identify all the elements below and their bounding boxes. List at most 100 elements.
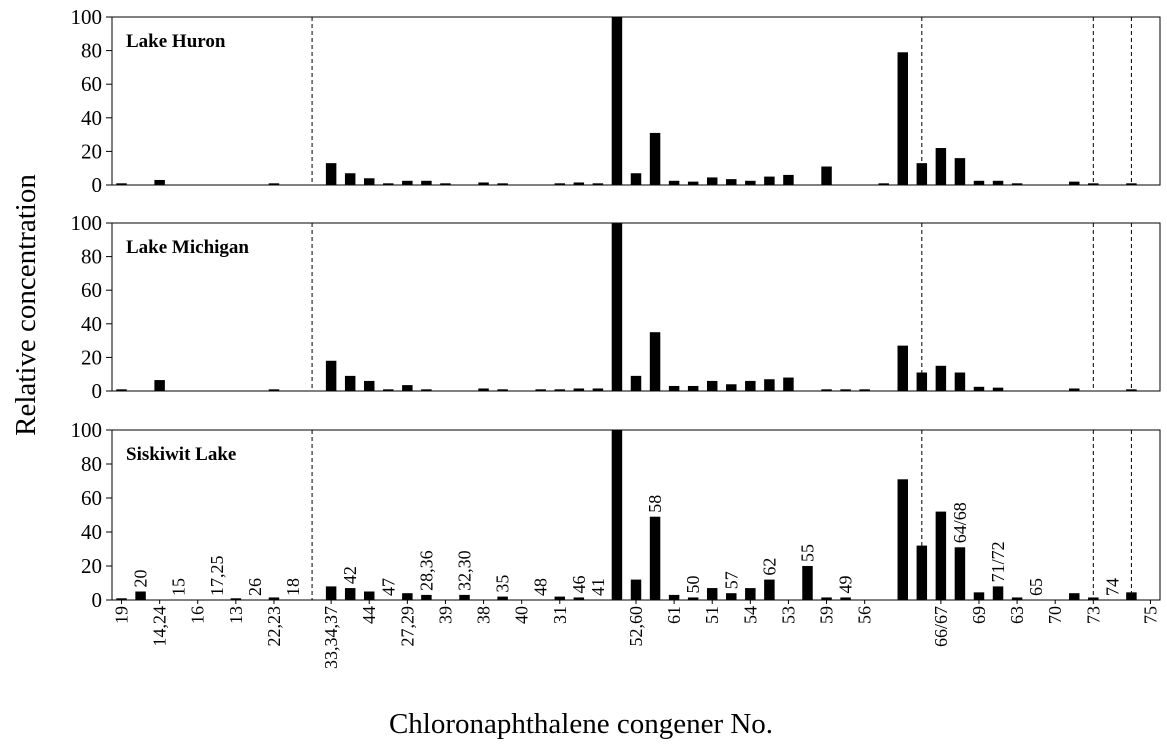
bar bbox=[573, 597, 585, 600]
bar bbox=[897, 345, 909, 391]
x-tick-label: 44 bbox=[359, 606, 379, 624]
x-tick-label: 38 bbox=[474, 606, 494, 624]
bar-annotation: 55 bbox=[797, 544, 817, 562]
bar bbox=[554, 389, 566, 391]
bar bbox=[649, 332, 661, 391]
bar bbox=[973, 180, 985, 185]
x-tick-label: 63 bbox=[1007, 606, 1027, 624]
x-tick-label: 52,60 bbox=[626, 606, 646, 647]
bar bbox=[459, 594, 470, 600]
bar bbox=[897, 479, 909, 600]
x-tick-label: 70 bbox=[1045, 606, 1065, 624]
bar bbox=[954, 547, 966, 600]
bar bbox=[973, 386, 985, 391]
x-axis-title: Chloronaphthalene congener No. bbox=[389, 708, 773, 740]
bar bbox=[745, 380, 756, 391]
bar bbox=[1126, 183, 1137, 185]
y-tick-label: 40 bbox=[81, 312, 102, 336]
bar bbox=[726, 384, 737, 391]
bar bbox=[402, 593, 413, 600]
bar bbox=[764, 379, 775, 391]
x-tick-label: 22,23 bbox=[264, 606, 284, 647]
bar bbox=[840, 389, 851, 391]
bar bbox=[764, 579, 775, 600]
bar bbox=[402, 385, 413, 391]
bar-annotation: 15 bbox=[169, 578, 189, 596]
bar bbox=[630, 375, 642, 391]
y-tick-label: 80 bbox=[81, 452, 102, 476]
x-tick-label: 40 bbox=[512, 606, 532, 624]
bar bbox=[1011, 183, 1023, 185]
x-tick-label: 54 bbox=[740, 606, 760, 624]
y-tick-label: 80 bbox=[81, 39, 102, 63]
bar bbox=[344, 588, 356, 600]
bar bbox=[859, 389, 870, 391]
bar bbox=[1069, 388, 1080, 391]
panel-title: Lake Michigan bbox=[126, 237, 249, 258]
bar-annotation: 32,30 bbox=[455, 550, 475, 591]
bar bbox=[611, 17, 623, 185]
x-tick-label: 73 bbox=[1083, 606, 1103, 624]
bar bbox=[630, 173, 642, 185]
bar bbox=[1088, 183, 1099, 185]
y-tick-label: 100 bbox=[71, 5, 103, 29]
bar bbox=[325, 163, 337, 185]
bar bbox=[840, 597, 851, 600]
bar-annotation: 74 bbox=[1102, 578, 1122, 596]
x-tick-label: 16 bbox=[188, 606, 208, 624]
bar bbox=[1069, 593, 1080, 600]
bar bbox=[383, 183, 394, 185]
x-tick-label: 61 bbox=[664, 606, 684, 624]
bar bbox=[402, 180, 413, 185]
bar bbox=[497, 596, 508, 600]
x-tick-label: 39 bbox=[435, 606, 455, 624]
bar bbox=[992, 387, 1004, 391]
bar bbox=[706, 380, 718, 391]
bar bbox=[1126, 389, 1137, 391]
bar bbox=[325, 586, 337, 600]
bar bbox=[992, 180, 1004, 185]
bar bbox=[440, 183, 451, 185]
x-tick-label: 19 bbox=[112, 606, 132, 624]
bar bbox=[344, 173, 356, 185]
panel-title: Lake Huron bbox=[126, 31, 226, 52]
panel-frame bbox=[111, 222, 1161, 392]
bar bbox=[478, 182, 489, 185]
panel-title: Siskiwit Lake bbox=[126, 444, 236, 465]
bar bbox=[611, 430, 623, 600]
bar bbox=[497, 183, 508, 185]
bar-annotation: 20 bbox=[131, 570, 151, 588]
bar bbox=[116, 598, 127, 600]
bar bbox=[649, 132, 661, 185]
bar bbox=[878, 183, 889, 185]
bar bbox=[935, 365, 947, 391]
y-tick-label: 20 bbox=[81, 345, 102, 369]
x-tick-label: 56 bbox=[855, 606, 875, 624]
bar bbox=[668, 180, 680, 185]
bar bbox=[706, 588, 718, 600]
bar bbox=[783, 174, 794, 185]
bar-annotation: 62 bbox=[759, 558, 779, 576]
bar bbox=[783, 377, 794, 391]
bar bbox=[897, 52, 909, 185]
bar bbox=[363, 591, 375, 600]
bar bbox=[954, 158, 966, 185]
panel-2: 0 20 40 60 80 100 Siskiwit Lake 20 15 17,25 26 18 42… bbox=[71, 418, 1161, 612]
bar bbox=[135, 591, 146, 600]
bar bbox=[535, 389, 546, 391]
bar bbox=[478, 388, 489, 391]
bar bbox=[687, 597, 699, 600]
bar bbox=[1069, 181, 1080, 185]
bar bbox=[916, 163, 928, 185]
bar bbox=[821, 597, 832, 600]
bar bbox=[383, 389, 394, 391]
x-tick-label: 31 bbox=[550, 606, 570, 624]
bar bbox=[649, 516, 661, 600]
bar bbox=[421, 594, 432, 600]
bar-annotation: 46 bbox=[569, 575, 589, 593]
bar bbox=[154, 179, 165, 185]
bar bbox=[706, 177, 718, 185]
bar bbox=[421, 389, 432, 391]
y-tick-label: 0 bbox=[92, 379, 103, 403]
bar-annotation: 17,25 bbox=[207, 556, 227, 597]
